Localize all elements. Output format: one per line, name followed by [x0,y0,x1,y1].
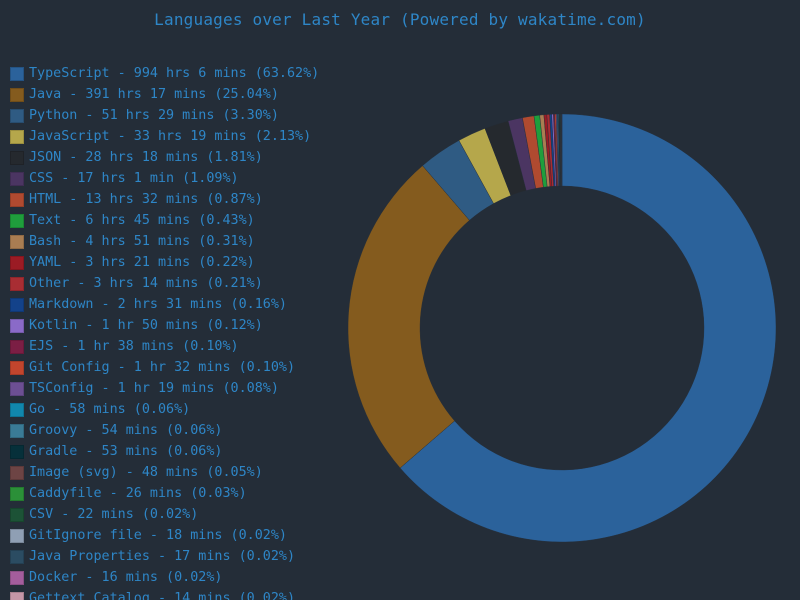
legend-label: Git Config - 1 hr 32 mins (0.10%) [29,360,296,375]
legend-swatch [10,507,24,522]
legend-swatch [10,318,24,333]
legend-label: Gradle - 53 mins (0.06%) [29,444,223,459]
donut-slice-typescript [399,113,777,543]
legend-label: Other - 3 hrs 14 mins (0.21%) [29,276,263,291]
legend-label: Kotlin - 1 hr 50 mins (0.12%) [29,318,263,333]
legend-swatch [10,444,24,459]
chart-title: Languages over Last Year (Powered by wak… [154,10,646,29]
legend-item: Groovy - 54 mins (0.06%) [10,420,340,441]
legend-swatch [10,129,24,144]
legend-label: Java - 391 hrs 17 mins (25.04%) [29,87,279,102]
legend-item: Caddyfile - 26 mins (0.03%) [10,483,340,504]
legend-swatch [10,465,24,480]
legend-label: CSV - 22 mins (0.02%) [29,507,199,522]
legend-label: Markdown - 2 hrs 31 mins (0.16%) [29,297,287,312]
legend-item: Text - 6 hrs 45 mins (0.43%) [10,210,340,231]
legend-item: Go - 58 mins (0.06%) [10,399,340,420]
legend-swatch [10,360,24,375]
legend-swatch [10,213,24,228]
legend-label: Gettext Catalog - 14 mins (0.02%) [29,591,296,600]
legend-item: Gradle - 53 mins (0.06%) [10,441,340,462]
legend-label: GitIgnore file - 18 mins (0.02%) [29,528,287,543]
donut-slice-java [347,165,470,469]
legend-label: Caddyfile - 26 mins (0.03%) [29,486,247,501]
legend-item: Other - 3 hrs 14 mins (0.21%) [10,273,340,294]
legend-item: JavaScript - 33 hrs 19 mins (2.13%) [10,126,340,147]
legend-label: Groovy - 54 mins (0.06%) [29,423,223,438]
legend-label: Image (svg) - 48 mins (0.05%) [29,465,263,480]
legend-item: TypeScript - 994 hrs 6 mins (63.62%) [10,63,340,84]
legend-swatch [10,255,24,270]
legend-item: CSV - 22 mins (0.02%) [10,504,340,525]
legend-swatch [10,150,24,165]
legend-swatch [10,234,24,249]
legend-item: Python - 51 hrs 29 mins (3.30%) [10,105,340,126]
legend-label: Bash - 4 hrs 51 mins (0.31%) [29,234,255,249]
legend-label: JSON - 28 hrs 18 mins (1.81%) [29,150,263,165]
legend-label: Java Properties - 17 mins (0.02%) [29,549,296,564]
legend-swatch [10,276,24,291]
legend-label: Python - 51 hrs 29 mins (3.30%) [29,108,279,123]
legend-swatch [10,108,24,123]
legend-item: YAML - 3 hrs 21 mins (0.22%) [10,252,340,273]
legend-label: CSS - 17 hrs 1 min (1.09%) [29,171,239,186]
legend-item: Git Config - 1 hr 32 mins (0.10%) [10,357,340,378]
legend-item: CSS - 17 hrs 1 min (1.09%) [10,168,340,189]
legend-swatch [10,423,24,438]
legend-item: Java Properties - 17 mins (0.02%) [10,546,340,567]
legend-swatch [10,549,24,564]
legend-item: Image (svg) - 48 mins (0.05%) [10,462,340,483]
legend-swatch [10,570,24,585]
legend-item: Bash - 4 hrs 51 mins (0.31%) [10,231,340,252]
legend-label: Text - 6 hrs 45 mins (0.43%) [29,213,255,228]
legend-swatch [10,339,24,354]
legend-item: HTML - 13 hrs 32 mins (0.87%) [10,189,340,210]
legend-item: Markdown - 2 hrs 31 mins (0.16%) [10,294,340,315]
legend-label: JavaScript - 33 hrs 19 mins (2.13%) [29,129,312,144]
legend-item: TSConfig - 1 hr 19 mins (0.08%) [10,378,340,399]
legend-label: YAML - 3 hrs 21 mins (0.22%) [29,255,255,270]
legend-swatch [10,591,24,600]
legend-item: Gettext Catalog - 14 mins (0.02%) [10,588,340,600]
legend-label: Go - 58 mins (0.06%) [29,402,191,417]
legend-item: JSON - 28 hrs 18 mins (1.81%) [10,147,340,168]
legend-label: HTML - 13 hrs 32 mins (0.87%) [29,192,263,207]
legend-swatch [10,171,24,186]
legend-item: Docker - 16 mins (0.02%) [10,567,340,588]
legend-swatch [10,381,24,396]
legend-item: EJS - 1 hr 38 mins (0.10%) [10,336,340,357]
legend-item: Kotlin - 1 hr 50 mins (0.12%) [10,315,340,336]
legend-label: Docker - 16 mins (0.02%) [29,570,223,585]
legend-label: TSConfig - 1 hr 19 mins (0.08%) [29,381,279,396]
legend-item: GitIgnore file - 18 mins (0.02%) [10,525,340,546]
legend-swatch [10,297,24,312]
legend-swatch [10,402,24,417]
legend-item: Java - 391 hrs 17 mins (25.04%) [10,84,340,105]
legend-swatch [10,87,24,102]
legend-label: EJS - 1 hr 38 mins (0.10%) [29,339,239,354]
legend-swatch [10,192,24,207]
legend-swatch [10,66,24,81]
chart-legend: TypeScript - 994 hrs 6 mins (63.62%) Java… [10,63,340,600]
legend-swatch [10,528,24,543]
legend-label: TypeScript - 994 hrs 6 mins (63.62%) [29,66,320,81]
legend-swatch [10,486,24,501]
